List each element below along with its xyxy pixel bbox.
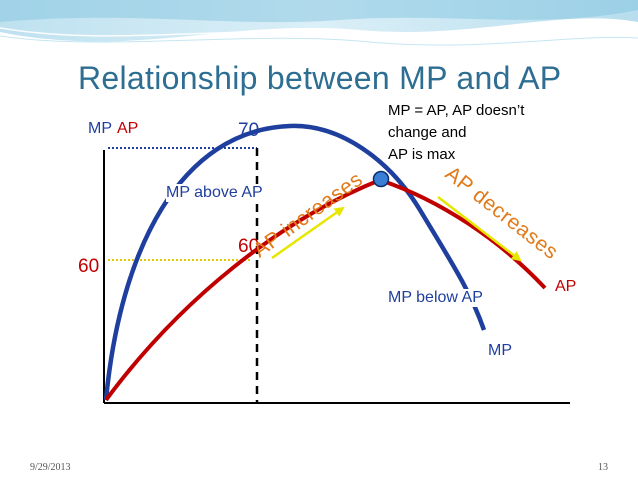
mp-curve <box>103 123 487 401</box>
slide-title: Relationship between MP and AP <box>78 60 562 96</box>
axis-label-mp: MP <box>88 120 112 137</box>
value-label-60-axis: 60 <box>78 256 100 277</box>
mp-below-ap-label: MP below AP <box>388 289 483 307</box>
mp-above-ap-label: MP above AP <box>166 184 263 202</box>
header-wave-decoration <box>0 0 638 46</box>
mp-equals-ap-note-line3: AP is max <box>388 146 456 163</box>
mp-equals-ap-note-line1: MP = AP, AP doesn’t <box>388 102 525 119</box>
value-label-70: 70 <box>238 120 260 141</box>
ap-curve-label: AP <box>555 278 577 295</box>
ap-increases-arrow <box>271 206 345 260</box>
ap-curve <box>104 177 547 402</box>
mp-equals-ap-note: MP = AP, AP doesn’t change and AP is max <box>388 100 524 166</box>
mp-curve-label: MP <box>488 342 512 359</box>
value-label-60-curve: 60 <box>238 236 260 257</box>
ap-decreases-arrow <box>437 196 522 262</box>
footer-date: 9/29/2013 <box>30 462 71 473</box>
mp-ap-intersection-point <box>372 170 390 188</box>
footer-page-number: 13 <box>598 462 608 473</box>
axis-label-ap: AP <box>117 120 139 137</box>
mp-equals-ap-note-line2: change and <box>388 124 467 141</box>
